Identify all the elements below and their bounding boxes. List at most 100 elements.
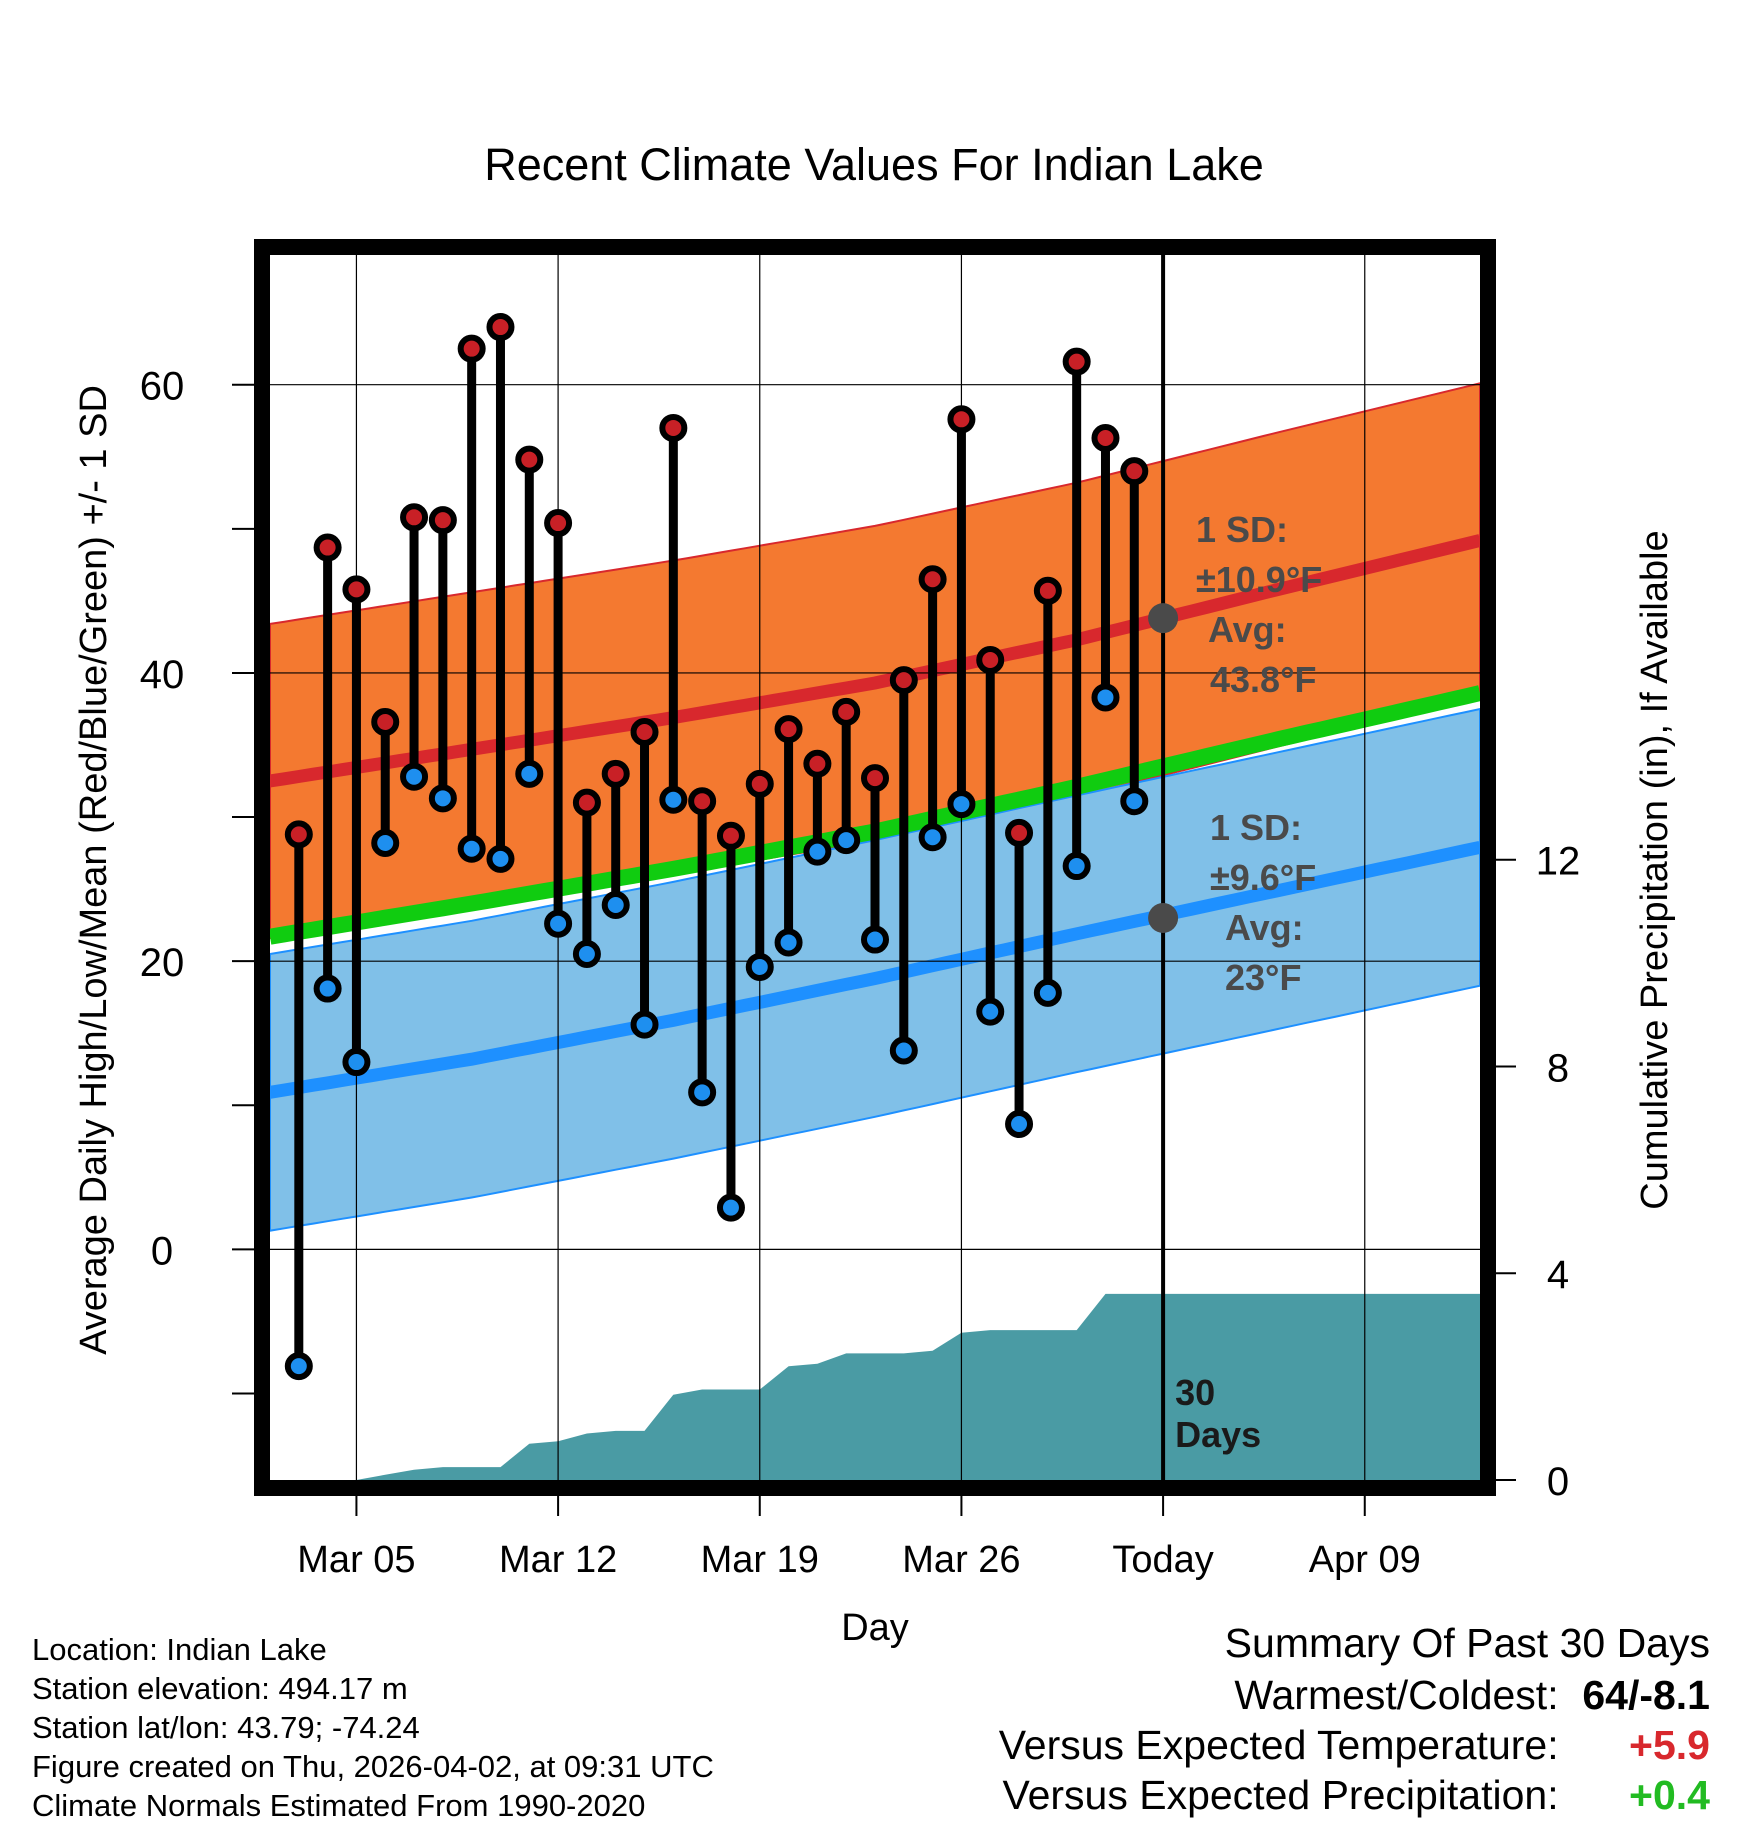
- observation-day: [1005, 818, 1034, 1139]
- climate-normals-period: Climate Normals Estimated From 1990-2020: [32, 1788, 646, 1823]
- station-latlon: Station lat/lon: 43.79; -74.24: [32, 1710, 420, 1745]
- summary-temp-row: Versus Expected Temperature: +5.9: [999, 1722, 1710, 1769]
- station-elevation: Station elevation: 494.17 m: [32, 1671, 408, 1706]
- daily-low-point: [716, 1193, 745, 1222]
- temp-label: Versus Expected Temperature:: [998, 1722, 1559, 1768]
- observation-day: [313, 533, 342, 1003]
- low-avg-marker: [1148, 902, 1179, 933]
- daily-high-point: [284, 820, 313, 849]
- x-axis-label: Day: [841, 1607, 909, 1649]
- daily-high-point: [457, 334, 486, 363]
- daily-low-point: [284, 1352, 313, 1381]
- observation-day: [861, 764, 889, 954]
- observation-day: [659, 413, 688, 814]
- daily-low-point: [832, 826, 861, 855]
- observation-day: [630, 718, 659, 1039]
- daily-low-point: [457, 834, 486, 863]
- daily-high-point: [745, 769, 774, 798]
- daily-high-point: [630, 718, 659, 747]
- observation-day: [486, 313, 515, 873]
- y2-tick-label: 4: [1547, 1253, 1569, 1297]
- daily-low-point: [976, 997, 1005, 1026]
- daily-low-point: [544, 909, 573, 938]
- observation-day: [371, 707, 400, 857]
- low-annotation-line: 1 SD:: [1210, 807, 1302, 848]
- today-days-number: 30: [1175, 1372, 1215, 1413]
- daily-low-point: [1091, 683, 1120, 712]
- summary-title: Summary Of Past 30 Days: [1224, 1620, 1710, 1666]
- observation-day: [745, 769, 774, 981]
- observation-day: [976, 645, 1005, 1026]
- daily-low-point: [572, 939, 601, 968]
- daily-high-point: [544, 509, 573, 538]
- daily-low-point: [803, 837, 832, 866]
- observation-day: [342, 575, 371, 1077]
- daily-low-point: [601, 890, 630, 919]
- plot-frame: [254, 239, 1496, 1496]
- daily-low-point: [1033, 978, 1062, 1007]
- daily-high-point: [1091, 424, 1120, 453]
- daily-low-point: [1005, 1110, 1034, 1139]
- y-tick-label: 60: [140, 365, 185, 409]
- daily-low-point: [313, 974, 342, 1003]
- observation-day: [284, 820, 313, 1381]
- x-tick-label: Mar 12: [499, 1539, 617, 1581]
- x-tick-label: Mar 26: [902, 1539, 1020, 1581]
- observation-day: [774, 715, 803, 957]
- daily-high-point: [428, 506, 457, 535]
- figure-created: Figure created on Thu, 2026-04-02, at 09…: [32, 1749, 714, 1784]
- high-annotation-line: Avg:: [1208, 609, 1287, 650]
- observation-day: [544, 509, 573, 938]
- daily-high-point: [659, 413, 688, 442]
- daily-high-point: [342, 575, 371, 604]
- daily-high-point: [1062, 347, 1091, 376]
- observation-day: [572, 788, 601, 968]
- y2-tick-label: 12: [1536, 840, 1581, 884]
- daily-high-point: [400, 503, 429, 532]
- daily-high-point: [947, 405, 976, 434]
- precip-area: [270, 1293, 1480, 1480]
- y2-tick-label: 0: [1547, 1460, 1569, 1504]
- daily-high-point: [515, 445, 544, 474]
- daily-high-point: [832, 697, 861, 726]
- daily-low-point: [515, 759, 544, 788]
- daily-low-point: [861, 925, 889, 954]
- high-avg-marker: [1148, 603, 1179, 634]
- daily-low-point: [342, 1048, 371, 1077]
- y-tick-label: 0: [151, 1229, 173, 1273]
- daily-low-point: [918, 823, 947, 852]
- station-info: Location: Indian Lake Station elevation:…: [32, 1630, 714, 1825]
- observation-day: [1033, 576, 1062, 1007]
- observation-day: [1062, 347, 1091, 881]
- observation-day: [457, 334, 486, 863]
- x-tick-label: Mar 19: [701, 1539, 819, 1581]
- high-annotation-line: ±10.9°F: [1196, 559, 1322, 600]
- low-mean-line: [270, 840, 1480, 1099]
- x-tick-label: Today: [1112, 1539, 1213, 1581]
- x-tick-label: Apr 09: [1309, 1539, 1421, 1581]
- low-annotation-line: ±9.6°F: [1210, 857, 1316, 898]
- daily-high-point: [601, 759, 630, 788]
- daily-high-point: [313, 533, 342, 562]
- daily-high-point: [1120, 457, 1149, 486]
- daily-low-point: [889, 1036, 918, 1065]
- summary-panel: Summary Of Past 30 Days Warmest/Coldest:…: [910, 1620, 1710, 1820]
- daily-high-point: [918, 565, 947, 594]
- summary-precip-row: Versus Expected Precipitation: +0.4: [1003, 1772, 1711, 1819]
- warm-cold-label: Warmest/Coldest:: [1234, 1672, 1559, 1718]
- high-annotation-line: 1 SD:: [1196, 509, 1288, 550]
- y-axis-label: Average Daily High/Low/Mean (Red/Blue/Gr…: [73, 385, 115, 1355]
- daily-high-point: [1033, 576, 1062, 605]
- observation-day: [1120, 457, 1149, 816]
- daily-low-point: [688, 1078, 717, 1107]
- low-annotation-line: 23°F: [1225, 957, 1301, 998]
- daily-low-point: [486, 844, 515, 873]
- daily-high-point: [486, 313, 515, 342]
- daily-high-point: [716, 821, 745, 850]
- observation-day: [803, 749, 832, 866]
- daily-low-point: [371, 829, 400, 857]
- today-days-unit: Days: [1175, 1414, 1261, 1455]
- low-sd-band: [270, 707, 1480, 1232]
- daily-high-point: [371, 707, 400, 736]
- daily-high-point: [976, 645, 1005, 674]
